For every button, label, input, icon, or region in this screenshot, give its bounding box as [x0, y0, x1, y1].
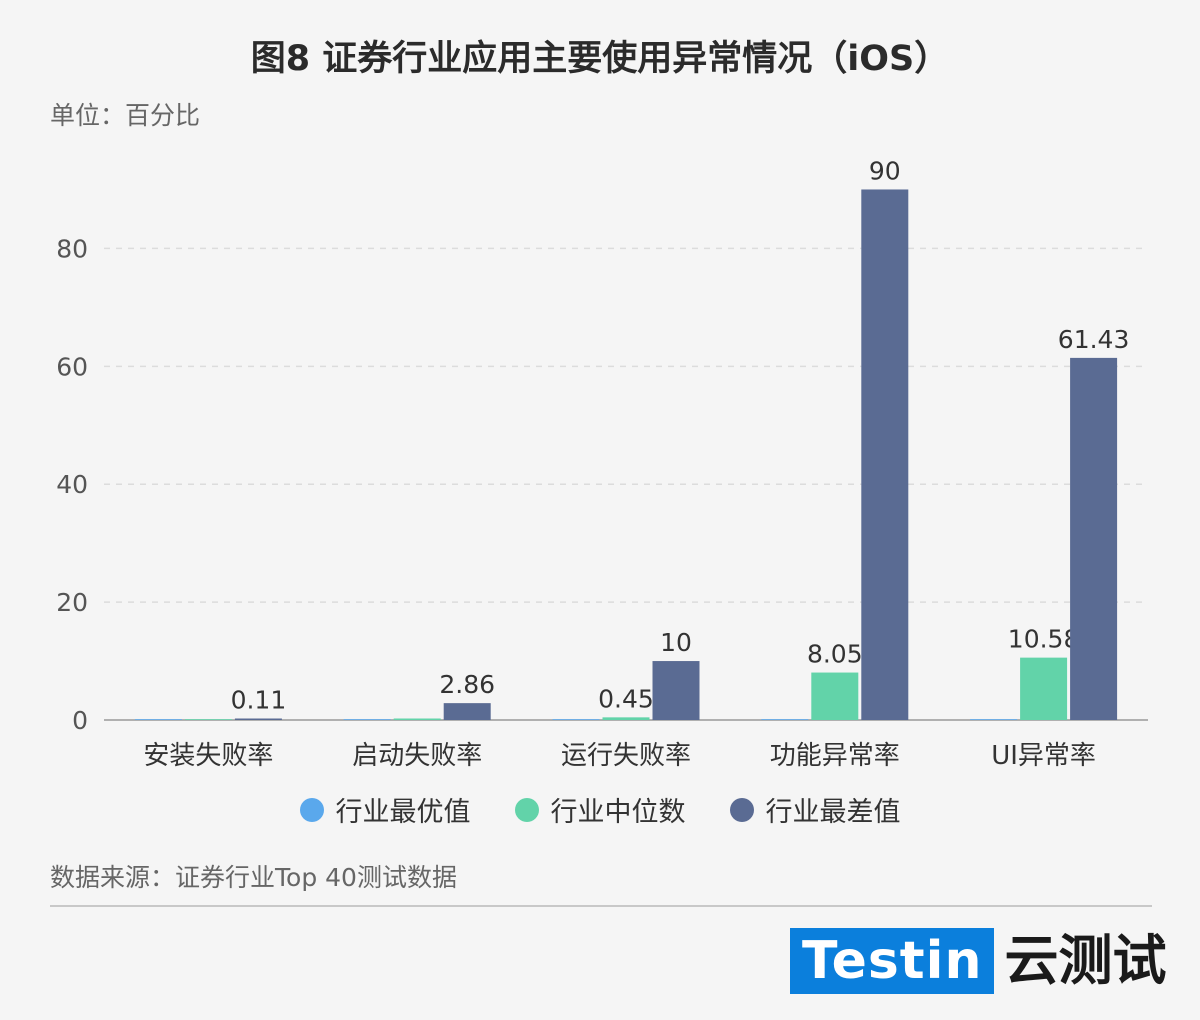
bar-worst — [652, 661, 700, 720]
legend: 行业最优值 行业中位数 行业最差值 — [0, 790, 1200, 829]
data-label: 8.05 — [807, 640, 863, 669]
y-tick-label: 60 — [56, 352, 88, 381]
legend-item-median[interactable]: 行业中位数 — [514, 790, 686, 829]
data-label: 10.58 — [1008, 625, 1080, 654]
y-tick-label: 20 — [56, 588, 88, 617]
chart-title: 图8 证券行业应用主要使用异常情况（iOS） — [250, 39, 950, 79]
x-tick-label: 运行失败率 — [561, 741, 691, 771]
y-tick-label: 0 — [72, 706, 88, 735]
bar-best — [970, 719, 1018, 720]
bar-worst — [1070, 357, 1118, 720]
bar-median — [602, 717, 650, 720]
bar-median — [811, 672, 859, 720]
bar-best — [552, 719, 600, 720]
x-tick-label: 功能异常率 — [770, 741, 900, 771]
bar-best — [134, 719, 182, 720]
legend-label-worst: 行业最差值 — [765, 797, 901, 828]
bar-best — [343, 719, 391, 720]
logo-cn: 云测试 — [1004, 929, 1167, 992]
data-label: 90 — [869, 156, 901, 185]
divider — [50, 905, 1152, 907]
x-tick-label: 安装失败率 — [143, 741, 273, 771]
data-label: 10 — [660, 628, 692, 657]
bar-worst — [443, 703, 491, 720]
logo-brand: Testin — [790, 928, 995, 994]
legend-item-best[interactable]: 行业最优值 — [299, 790, 471, 829]
bar-worst — [234, 718, 282, 720]
legend-dot-best — [299, 797, 324, 822]
data-label: 0.11 — [231, 686, 287, 715]
bar-median — [393, 718, 441, 720]
legend-dot-median — [514, 797, 539, 822]
bar-median — [184, 719, 232, 720]
logo: Testin 云测试 — [790, 928, 1166, 994]
bar-worst — [861, 189, 909, 720]
x-tick-label: 启动失败率 — [352, 741, 482, 771]
y-tick-label: 40 — [56, 470, 88, 499]
data-source: 数据来源：证券行业Top 40测试数据 — [50, 863, 457, 892]
data-label: 0.45 — [598, 684, 654, 713]
unit-label: 单位：百分比 — [50, 101, 201, 130]
data-label: 2.86 — [439, 670, 495, 699]
legend-label-best: 行业最优值 — [335, 797, 471, 828]
y-tick-label: 80 — [56, 234, 88, 263]
data-label: 61.43 — [1058, 325, 1130, 354]
legend-dot-worst — [729, 797, 754, 822]
legend-item-worst[interactable]: 行业最差值 — [729, 790, 901, 829]
bar-best — [761, 719, 809, 720]
legend-label-median: 行业中位数 — [550, 797, 686, 828]
x-tick-label: UI异常率 — [991, 741, 1096, 771]
bar-median — [1020, 657, 1068, 720]
